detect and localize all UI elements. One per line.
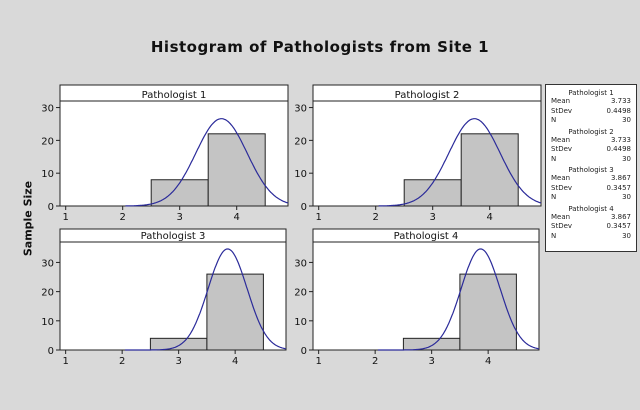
legend-stat-value: 30	[622, 116, 631, 124]
x-tick-label: 4	[232, 356, 238, 367]
x-tick-label: 3	[177, 212, 183, 223]
legend-row-stdev: StDev 0.4498	[551, 107, 631, 117]
legend-entry-title: Pathologist 2	[568, 127, 614, 136]
normal-fit-curve	[125, 248, 287, 351]
y-tick-label: 10	[294, 169, 307, 180]
legend-stat-label: StDev	[551, 106, 573, 115]
legend-stat-value: 3.867	[610, 174, 631, 182]
histogram-bar	[402, 337, 461, 351]
y-tick-label: 10	[41, 169, 54, 180]
x-tick-label: 4	[485, 356, 491, 367]
legend-stat-label: N	[551, 231, 557, 240]
y-tick-label: 0	[301, 346, 307, 357]
legend-stat-label: Mean	[551, 174, 571, 182]
legend-row-mean: Mean 3.867	[551, 174, 631, 184]
legend-entry-title: Pathologist 1	[568, 89, 614, 97]
legend-stat-label: Mean	[551, 212, 571, 221]
normal-fit-curve	[378, 248, 540, 351]
normal-fit-curve	[378, 118, 542, 207]
y-tick-label: 10	[294, 317, 307, 328]
legend-row-stdev: StDev 0.3457	[551, 184, 631, 194]
legend-entry: Pathologist 1 Mean 3.733 StDev 0.4498 N 30	[551, 89, 631, 126]
legend-stat-label: StDev	[551, 145, 573, 153]
legend-row-mean: Mean 3.733	[551, 97, 631, 107]
legend-stat-value: 0.3457	[606, 183, 632, 192]
legend-entry-title: Pathologist 4	[568, 204, 614, 213]
panel-1: Pathologist 1 0 10 20 30 1 2 3 4	[41, 84, 289, 223]
legend-row-mean: Mean 3.733	[551, 136, 631, 146]
histogram-bar	[459, 273, 517, 351]
x-tick-label: 1	[316, 212, 322, 223]
legend-stat-value: 0.3457	[606, 222, 632, 230]
y-tick-label: 0	[48, 346, 54, 357]
legend-stat-label: StDev	[551, 183, 573, 192]
legend-row-n: N 30	[551, 193, 631, 203]
y-tick-label: 20	[41, 288, 54, 299]
x-tick-label: 3	[175, 356, 181, 367]
histogram-bar	[403, 179, 462, 207]
legend-stat-value: 30	[622, 231, 631, 240]
legend-row-n: N 30	[551, 155, 631, 165]
y-tick-label: 20	[294, 136, 307, 147]
x-tick-label: 2	[373, 212, 379, 223]
histogram-bar	[207, 133, 266, 207]
x-tick-label: 4	[234, 212, 240, 223]
legend-row-stdev: StDev 0.3457	[551, 222, 631, 232]
legend-entry-title: Pathologist 3	[568, 166, 614, 174]
y-tick-label: 20	[294, 288, 307, 299]
y-tick-label: 30	[294, 104, 307, 115]
y-tick-label: 20	[41, 136, 54, 147]
legend-stat-label: Mean	[551, 135, 571, 144]
legend-stat-label: StDev	[551, 222, 573, 230]
y-tick-label: 10	[41, 317, 54, 328]
legend-stat-value: 30	[622, 193, 631, 201]
x-tick-label: 2	[119, 356, 125, 367]
legend-entry: Pathologist 3 Mean 3.867 StDev 0.3457 N 30	[551, 166, 631, 203]
panel-4: Pathologist 4 0 10 20 30 1 2 3 4	[294, 228, 540, 367]
legend: Pathologist 1 Mean 3.733 StDev 0.4498 N 30 Path…	[545, 84, 637, 252]
x-tick-label: 3	[428, 356, 434, 367]
legend-stat-value: 0.4498	[606, 106, 632, 115]
panel-title: Pathologist 1	[142, 90, 207, 101]
panel-2: Pathologist 2 0 10 20 30 1 2 3 4	[294, 84, 542, 223]
legend-row-n: N 30	[551, 116, 631, 126]
normal-fit-curve	[125, 118, 289, 207]
y-tick-label: 30	[41, 104, 54, 115]
legend-entry: Pathologist 4 Mean 3.867 StDev 0.3457 N 30	[551, 205, 631, 242]
y-tick-label: 30	[294, 258, 307, 269]
x-tick-label: 1	[63, 212, 69, 223]
legend-entry: Pathologist 2 Mean 3.733 StDev 0.4498 N 30	[551, 128, 631, 165]
legend-stat-value: 30	[622, 154, 631, 163]
legend-stat-value: 3.733	[610, 97, 631, 105]
y-tick-label: 30	[41, 258, 54, 269]
legend-stat-label: N	[551, 193, 557, 201]
legend-stat-value: 3.867	[610, 212, 631, 221]
x-tick-label: 1	[62, 356, 68, 367]
histogram-bar	[460, 133, 519, 207]
legend-row-mean: Mean 3.867	[551, 213, 631, 223]
legend-row-n: N 30	[551, 232, 631, 242]
x-tick-label: 1	[315, 356, 321, 367]
panel-title: Pathologist 2	[395, 90, 460, 101]
y-tick-label: 0	[301, 202, 307, 213]
legend-stat-label: N	[551, 116, 557, 124]
panel-title: Pathologist 3	[141, 231, 206, 242]
panel-title: Pathologist 4	[394, 231, 459, 242]
legend-stat-value: 0.4498	[606, 145, 632, 153]
x-tick-label: 2	[120, 212, 126, 223]
x-tick-label: 3	[430, 212, 436, 223]
y-tick-label: 0	[48, 202, 54, 213]
legend-stat-value: 3.733	[610, 135, 631, 144]
legend-row-stdev: StDev 0.4498	[551, 145, 631, 155]
chart-title: Histogram of Pathologists from Site 1	[150, 38, 490, 56]
x-tick-label: 4	[487, 212, 493, 223]
histogram-bar	[149, 337, 208, 351]
panel-3: Pathologist 3 0 10 20 30 1 2 3 4	[41, 228, 287, 367]
x-tick-label: 2	[372, 356, 378, 367]
legend-stat-label: N	[551, 154, 557, 163]
legend-stat-label: Mean	[551, 97, 571, 105]
histogram-bar	[206, 273, 264, 351]
